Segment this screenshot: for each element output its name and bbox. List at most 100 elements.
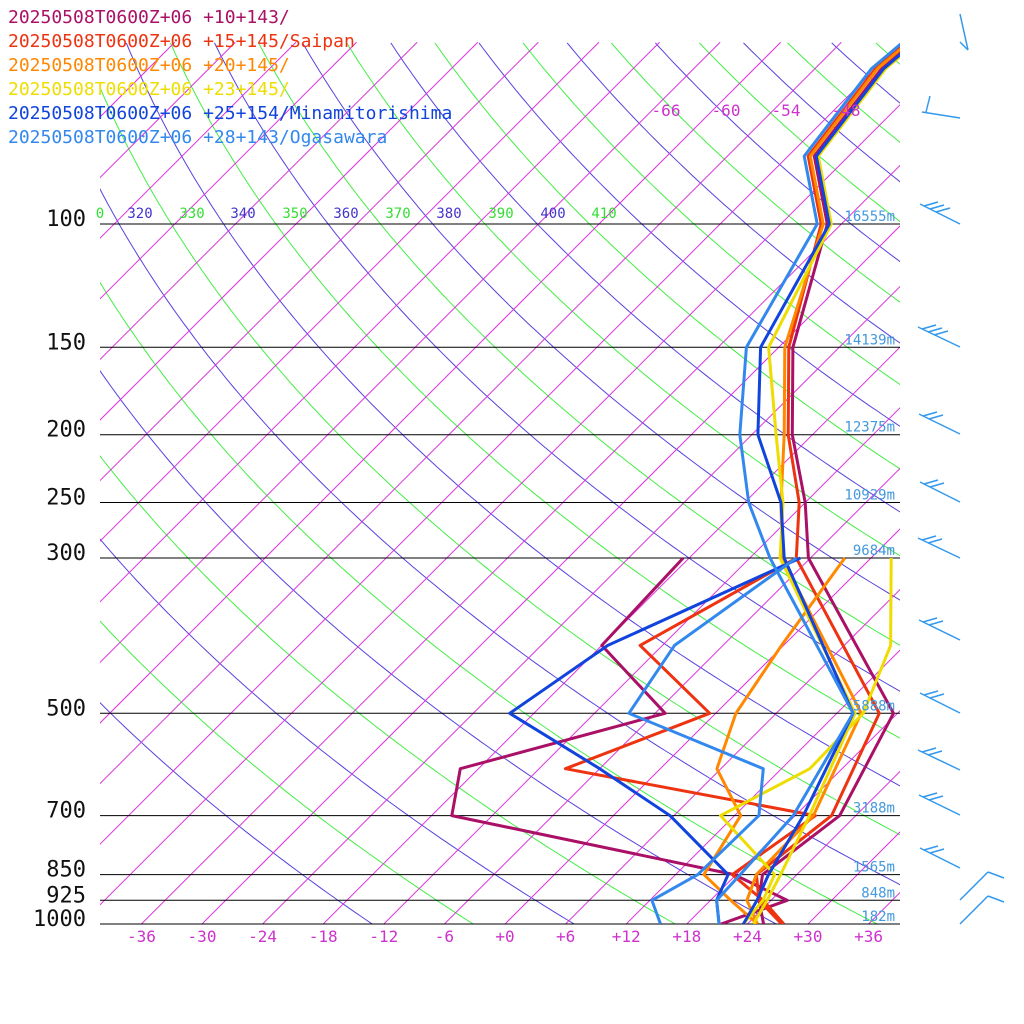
wind-barb [918,617,961,641]
theta-label: 0 [96,206,104,222]
dewpoint-profile [627,556,798,924]
pressure-tick-label: 250 [46,486,86,511]
pressure-tick-label: 1000 [33,907,86,932]
barb-shaft [959,13,969,51]
series-layer [450,42,900,924]
wind-barb [918,792,961,816]
isotherm [100,104,900,906]
wind-barb [917,324,961,348]
legend-entry: 20250508T0600Z+06 +25+154/Minamitorishim… [8,103,452,124]
dry-adiabat [522,42,900,386]
dry-adiabat [100,702,374,924]
dry-adiabat [100,538,576,924]
sounding-series [508,52,900,924]
pressure-tick-label: 100 [46,207,86,232]
barb-flag [929,204,945,210]
dry-adiabat [655,42,900,263]
dewpoint-profile [563,556,817,924]
dry-adiabat [302,42,900,601]
isotherm [322,346,900,924]
barb-flag [922,411,938,417]
dry-adiabat [875,42,900,65]
temperature-tick-label: -12 [369,927,398,946]
barb-flag [987,871,1005,879]
dewpoint-profile [719,557,893,924]
barb-shaft [919,203,961,225]
barb-flag [922,792,938,798]
isotherm [100,41,721,664]
barb-shaft [919,847,961,869]
barb-flag [928,795,944,801]
barb-flag [927,327,943,333]
barb-shaft [921,111,961,119]
pressure-tick-label: 150 [46,330,86,355]
temperature-profile [752,54,900,924]
barb-flag [923,845,939,851]
barb-shaft [917,537,961,559]
wind-barbs [917,13,1005,925]
isotherm [443,467,900,924]
temperature-profile [715,42,900,924]
wind-barb [959,871,1005,901]
dry-adiabat [610,42,900,303]
temperature-profile [757,51,900,924]
dry-adiabat [100,620,475,924]
barb-flag [927,538,943,544]
dry-adiabat [346,42,900,557]
isotherm [100,41,357,300]
barb-shaft [918,413,961,435]
barb-shaft [959,895,989,925]
wind-barb [919,201,961,225]
height-label: 10929m [844,488,895,504]
isotherm [564,588,900,924]
theta-label: 360 [333,206,358,222]
isotherm [100,41,297,239]
temperature-profile [742,52,900,924]
dry-adiabat [434,42,900,470]
dry-adiabat [478,42,900,427]
dry-adiabat [125,42,900,787]
isotherm [504,528,900,924]
pressure-tick-label: 700 [46,799,86,824]
barb-shaft [918,619,961,641]
barb-shaft [918,794,961,816]
legend: 20250508T0600Z+06 +10+143/20250508T0600Z… [8,7,452,148]
temperature-tick-label: -30 [188,927,217,946]
wind-barb [959,895,1005,925]
isotherm [383,407,900,924]
wind-barb [918,411,961,435]
dewpoint-profile [508,556,801,924]
barb-shaft [917,326,961,348]
barb-flag [928,620,944,626]
temperature-tick-label: -18 [309,927,338,946]
temperature-tick-label: -36 [127,927,156,946]
sounding-series [450,51,900,924]
isotherm [100,41,782,724]
isotherm-top-label: -60 [712,101,741,120]
pressure-tick-label: 850 [46,858,86,883]
wind-barb [917,747,961,771]
height-label: 12375m [844,420,895,436]
isotherm [100,41,176,118]
isotherm [140,164,900,924]
theta-label: 400 [540,206,565,222]
legend-entry: 20250508T0600Z+06 +28+143/Ogasawara [8,127,387,148]
barb-flag [928,414,944,420]
height-label: 5888m [853,698,895,714]
theta-label: 380 [436,206,461,222]
barb-flag [921,747,937,753]
isotherm [201,225,900,924]
isotherm [100,41,539,482]
theta-label: 340 [230,206,255,222]
temperature-tick-label: +36 [854,927,883,946]
barb-flag [933,330,949,336]
wind-barb [959,13,969,51]
theta-label: 330 [179,206,204,222]
barb-flag [923,479,939,485]
dewpoint-profile [450,556,789,924]
wind-barb [921,95,961,119]
height-label: 848m [861,885,895,901]
wind-barb [919,479,961,503]
legend-entry: 20250508T0600Z+06 +20+145/ [8,55,290,76]
dry-adiabat [100,455,677,924]
